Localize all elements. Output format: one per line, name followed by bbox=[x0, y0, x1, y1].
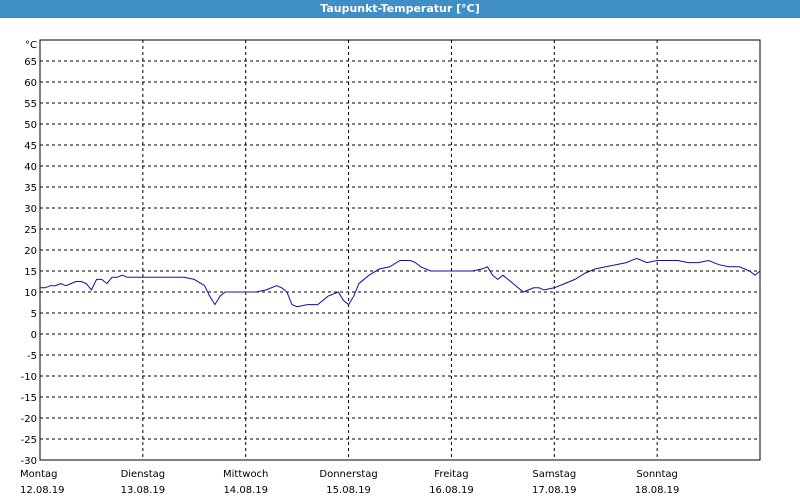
y-tick-label: -30 bbox=[21, 456, 37, 467]
x-tick-date: 16.08.19 bbox=[429, 485, 474, 496]
y-tick-label: 5 bbox=[31, 309, 37, 320]
y-unit-label: °C bbox=[25, 40, 37, 51]
y-tick-label: 20 bbox=[24, 246, 37, 257]
y-tick-label: 30 bbox=[24, 204, 37, 215]
y-tick-label: -15 bbox=[21, 393, 37, 404]
x-tick-weekday: Sonntag bbox=[636, 469, 678, 480]
x-tick-date: 17.08.19 bbox=[532, 485, 577, 496]
y-tick-label: 0 bbox=[31, 330, 37, 341]
chart-title: Taupunkt-Temperatur [°C] bbox=[0, 0, 800, 18]
x-tick-date: 14.08.19 bbox=[223, 485, 268, 496]
x-tick-weekday: Freitag bbox=[434, 469, 468, 480]
y-tick-label: 25 bbox=[24, 225, 37, 236]
x-tick-date: 12.08.19 bbox=[20, 485, 65, 496]
x-tick-weekday: Dienstag bbox=[121, 469, 166, 480]
grid-lines bbox=[40, 40, 760, 461]
x-tick-weekday: Mittwoch bbox=[223, 469, 268, 480]
x-axis-ticks: Montag 12.08.19 Dienstag 13.08.19 Mittwoch 14… bbox=[20, 469, 679, 496]
x-tick-date: 18.08.19 bbox=[635, 485, 680, 496]
y-tick-label: 50 bbox=[24, 120, 37, 131]
x-tick-date: 13.08.19 bbox=[121, 485, 166, 496]
y-tick-label: -10 bbox=[21, 372, 37, 383]
y-tick-label: -5 bbox=[27, 351, 37, 362]
y-tick-label: -25 bbox=[21, 435, 37, 446]
y-tick-label: 65 bbox=[24, 57, 37, 68]
x-tick-weekday: Donnerstag bbox=[319, 469, 377, 480]
x-tick-date: 15.08.19 bbox=[326, 485, 371, 496]
y-tick-label: 55 bbox=[24, 99, 37, 110]
y-tick-label: -20 bbox=[21, 414, 37, 425]
y-tick-label: 45 bbox=[24, 141, 37, 152]
x-tick-weekday: Samstag bbox=[532, 469, 576, 480]
y-tick-label: 35 bbox=[24, 183, 37, 194]
x-tick-weekday: Montag bbox=[20, 469, 57, 480]
y-tick-label: 10 bbox=[24, 288, 37, 299]
y-axis-ticks: 65605550454035302520151050-5-10-15-20-25… bbox=[21, 57, 37, 467]
y-tick-label: 60 bbox=[24, 78, 37, 89]
dewpoint-series-line bbox=[40, 257, 761, 308]
y-tick-label: 40 bbox=[24, 162, 37, 173]
y-tick-label: 15 bbox=[24, 267, 37, 278]
